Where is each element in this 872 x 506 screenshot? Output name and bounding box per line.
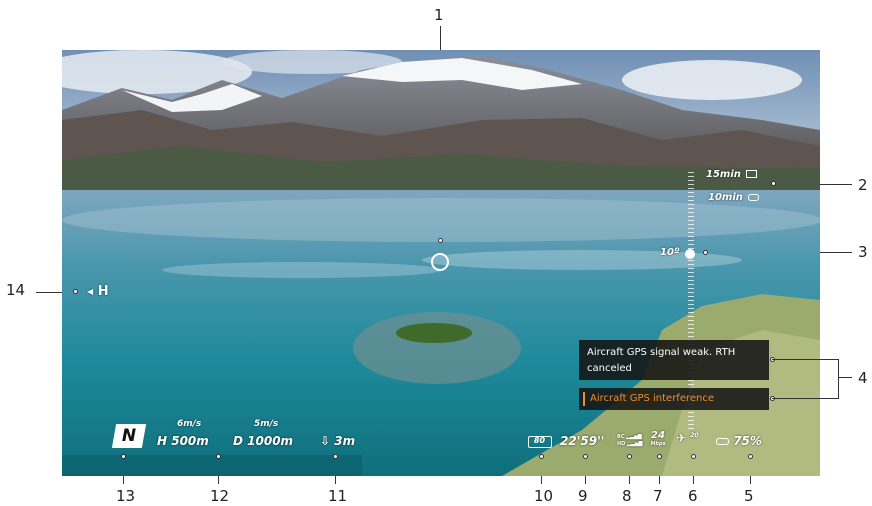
callout-4-bracket-top <box>772 359 838 360</box>
callout-dot-8 <box>627 454 632 459</box>
battery-warning-icon <box>746 170 758 178</box>
aircraft-reticle <box>431 253 449 271</box>
heading-label: N <box>121 426 137 446</box>
distance-value: 1000m <box>247 434 294 448</box>
video-bitrate: 24 Mbps <box>647 430 669 447</box>
leader-line-1 <box>440 26 441 50</box>
leader-line-7 <box>659 476 660 484</box>
goggles-battery: 75% <box>716 434 762 448</box>
callout-dot-7 <box>657 454 662 459</box>
rc-signal: RC ▂▃▅▇ <box>617 434 642 441</box>
rc-signal-label: RC <box>617 434 625 440</box>
callout-dot-9 <box>583 454 588 459</box>
leader-line-9 <box>585 476 586 484</box>
battery-rth-time-value: 15min <box>706 169 741 180</box>
callout-dot-1 <box>438 238 443 243</box>
gimbal-tilt-scale <box>688 172 694 430</box>
callout-9: 9 <box>578 487 588 505</box>
home-marker-label: H <box>97 284 109 299</box>
warning-bar-icon <box>583 392 585 406</box>
callout-dot-10 <box>539 454 544 459</box>
callout-dot-5 <box>748 454 753 459</box>
callout-dot-14 <box>73 289 78 294</box>
callout-dot-11 <box>333 454 338 459</box>
gimbal-angle: 10º <box>660 247 680 258</box>
goggles-rth-time: 10min <box>708 192 760 203</box>
gps-satellite-count: 20 <box>690 432 699 439</box>
downward-vision-readout: ⇩ 3m <box>320 434 355 448</box>
home-point-marker: ◀ H <box>87 284 109 299</box>
down-arrow-icon: ⇩ <box>320 434 331 448</box>
leader-line-4 <box>838 377 852 378</box>
callout-13: 13 <box>116 487 136 505</box>
bitrate-unit: Mbps <box>650 441 666 447</box>
callout-3: 3 <box>858 243 868 261</box>
hd-signal-label: HD <box>617 441 626 447</box>
aircraft-battery-percent: 80 <box>533 436 546 445</box>
gimbal-angle-indicator <box>685 249 695 259</box>
gps-interference-message: Aircraft GPS interference <box>579 388 769 410</box>
signal-strength: RC ▂▃▅▇ HD ▂▃▅▇ <box>617 434 642 448</box>
satellite-icon: ✈ <box>676 431 687 445</box>
home-arrow-icon: ◀ <box>87 287 94 296</box>
distance-label: D <box>233 434 243 448</box>
hd-signal: HD ▂▃▅▇ <box>617 441 642 448</box>
callout-dot-13 <box>121 454 126 459</box>
gps-weak-message: Aircraft GPS signal weak. RTH canceled <box>579 340 769 380</box>
gps-interference-message-text: Aircraft GPS interference <box>590 393 715 404</box>
callout-8: 8 <box>622 487 632 505</box>
gps-weak-message-text: Aircraft GPS signal weak. RTH canceled <box>587 347 736 374</box>
battery-rth-time: 15min <box>706 169 758 180</box>
callout-6: 6 <box>688 487 698 505</box>
vertical-speed: 5m/s <box>254 419 279 429</box>
goggles-rth-time-value: 10min <box>708 192 743 203</box>
leader-line-5 <box>750 476 751 484</box>
callout-1: 1 <box>434 6 444 24</box>
callout-7: 7 <box>653 487 663 505</box>
gps-status: ✈ 20 <box>676 431 699 445</box>
goggles-rth-icon <box>748 193 760 201</box>
leader-line-12 <box>218 476 219 484</box>
callout-4-bracket-vertical <box>838 359 839 399</box>
height-readout: H 500m <box>157 434 209 448</box>
camera-view: 15min 10min 10º Aircraft GPS signal weak… <box>62 50 820 476</box>
callout-4-bracket-bottom <box>772 398 838 399</box>
rc-signal-bars-icon: ▂▃▅▇ <box>626 434 642 440</box>
vision-distance-value: 3m <box>334 434 356 448</box>
height-label: H <box>157 434 168 448</box>
flight-time: 22'59'' <box>560 434 605 448</box>
hd-signal-bars-icon: ▂▃▅▇ <box>627 441 643 447</box>
leader-line-13 <box>123 476 124 484</box>
callout-12: 12 <box>210 487 230 505</box>
callout-dot-2 <box>771 181 776 186</box>
callout-2: 2 <box>858 176 868 194</box>
leader-line-2 <box>820 184 852 185</box>
aircraft-battery-icon: 80 <box>528 436 552 448</box>
distance-readout: D 1000m <box>233 434 293 448</box>
leader-line-11 <box>335 476 336 484</box>
callout-11: 11 <box>328 487 348 505</box>
callout-dot-3 <box>703 250 708 255</box>
callout-10: 10 <box>534 487 554 505</box>
height-value: 500m <box>171 434 209 448</box>
goggles-icon <box>716 438 729 445</box>
callout-dot-12 <box>216 454 221 459</box>
callout-14: 14 <box>6 281 26 299</box>
leader-line-6 <box>693 476 694 484</box>
goggles-battery-value: 75% <box>733 434 762 448</box>
leader-line-3 <box>820 252 852 253</box>
bitrate-value: 24 <box>651 430 665 441</box>
leader-line-8 <box>629 476 630 484</box>
callout-4: 4 <box>858 369 868 387</box>
callout-5: 5 <box>744 487 754 505</box>
callout-dot-6 <box>691 454 696 459</box>
leader-line-14 <box>36 292 62 293</box>
horizontal-speed: 6m/s <box>177 419 202 429</box>
leader-line-10 <box>541 476 542 484</box>
